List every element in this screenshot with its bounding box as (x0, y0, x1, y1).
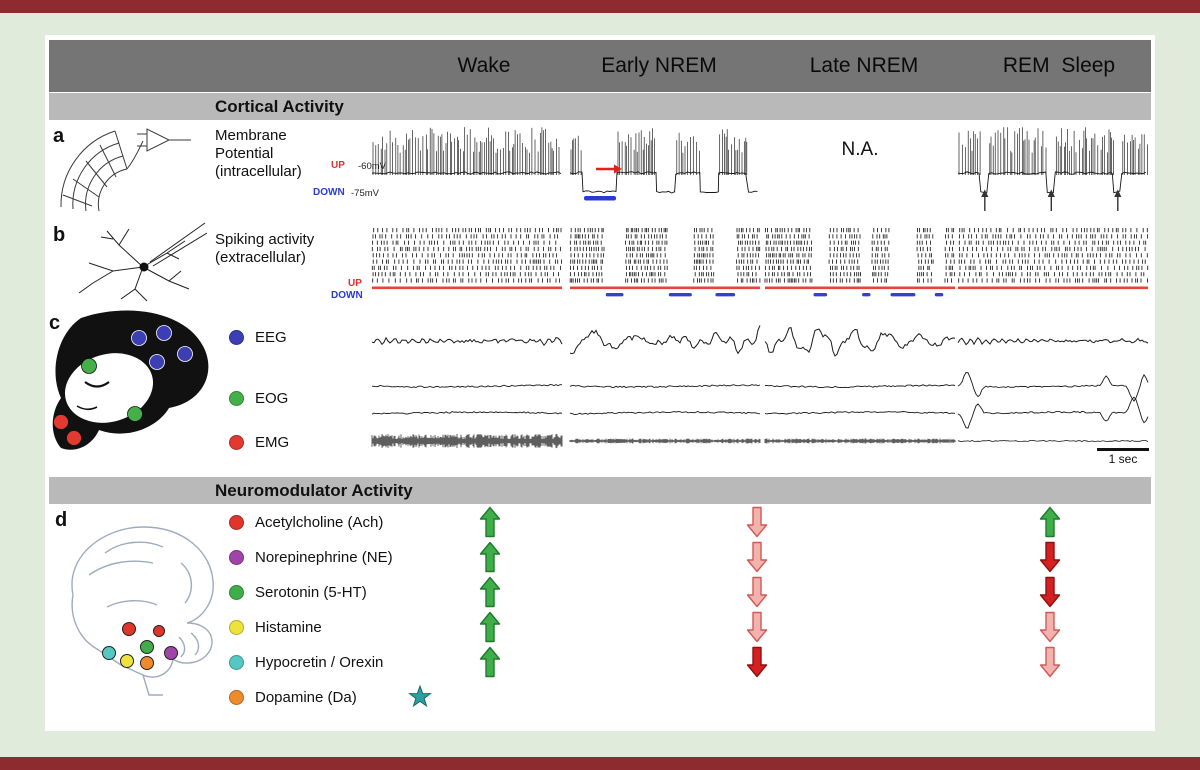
histamine-legend-row: Histamine (229, 618, 322, 636)
time-scale-bar (1097, 448, 1149, 451)
emg-electrode-dot (53, 414, 69, 430)
neuromodulator-activity-label: Neuromodulator Activity (215, 480, 413, 500)
hypocretin-legend-row: Hypocretin / Orexin (229, 653, 383, 671)
serotonin-label: Serotonin (5-HT) (255, 583, 367, 601)
down-state-label-b: DOWN (331, 290, 363, 301)
eeg-legend-row: EEG (229, 328, 287, 346)
decrease-arrow-rem-row2 (1039, 576, 1061, 608)
eeg-label: EEG (255, 328, 287, 346)
cortical-activity-label: Cortical Activity (215, 96, 344, 116)
hypocretin-label: Hypocretin / Orexin (255, 653, 384, 671)
panel-letter-c: c (49, 312, 61, 334)
stage-header-bar: Wake Early NREM Late NREM REM Sleep (49, 40, 1151, 92)
increase-arrow-rem-row0 (1039, 506, 1061, 538)
neuron-extracellular-schematic (78, 222, 207, 302)
down-state-label-a: DOWN (313, 187, 345, 198)
serotonin-dot (229, 584, 244, 600)
sleeping-face-drawing (52, 310, 209, 450)
stage-header-wake: Wake (457, 54, 511, 77)
eeg-electrode-dot (131, 330, 147, 346)
increase-arrow-wake-row1 (479, 541, 501, 573)
increase-arrow-wake-row0 (479, 506, 501, 538)
up-state-label-b: UP (348, 278, 362, 289)
membrane-potential-title: Membrane Potential (intracellular) (215, 127, 302, 180)
eog-dot (229, 390, 244, 406)
stage-header-early-nrem: Early NREM (601, 54, 717, 77)
emg-dot (229, 434, 244, 450)
serotonin-legend-row: Serotonin (5-HT) (229, 583, 367, 601)
time-scale-label: 1 sec (1108, 452, 1138, 466)
decrease-arrow-nrem-row3 (746, 611, 768, 643)
eog-label: EOG (255, 389, 289, 407)
acetylcholine-dot (229, 514, 244, 530)
dopamine-label: Dopamine (Da) (255, 688, 357, 706)
decrease-arrow-nrem-row1 (746, 541, 768, 573)
hypocretin-dot (229, 654, 244, 670)
brain-sagittal-drawing (71, 526, 214, 696)
emg-legend-row: EMG (229, 433, 289, 451)
intracellular-recording-schematic (60, 128, 191, 211)
acetylcholine-nucleus-dot (122, 622, 136, 636)
histamine-label: Histamine (255, 618, 322, 636)
increase-arrow-wake-row3 (479, 611, 501, 643)
norepinephrine-nucleus-dot (164, 646, 178, 660)
stage-header-late-nrem: Late NREM (809, 54, 919, 77)
acetylcholine-legend-row: Acetylcholine (Ach) (229, 513, 383, 531)
norepinephrine-legend-row: Norepinephrine (NE) (229, 548, 393, 566)
eeg-dot (229, 329, 244, 345)
stage-header-rem-sleep: REM Sleep (1002, 54, 1116, 77)
eog-electrode-dot (81, 358, 97, 374)
section-bar-cortical: Cortical Activity (49, 93, 1151, 120)
figure-panel: Wake Early NREM Late NREM REM Sleep Cort… (45, 35, 1155, 731)
panel-letter-b: b (53, 224, 66, 246)
decrease-arrow-nrem-row4 (746, 646, 768, 678)
histamine-nucleus-dot (120, 654, 134, 668)
decrease-arrow-nrem-row0 (746, 506, 768, 538)
spiking-activity-title: Spiking activity (extracellular) (215, 231, 315, 266)
histamine-dot (229, 619, 244, 635)
section-bar-neuromodulator: Neuromodulator Activity (49, 477, 1151, 504)
increase-arrow-wake-row2 (479, 576, 501, 608)
bottom-frame-bar (0, 757, 1200, 770)
panel-letter-d: d (55, 509, 68, 531)
serotonin-nucleus-dot (140, 640, 154, 654)
up-voltage-label: -60mV (358, 161, 386, 172)
top-frame-bar (0, 0, 1200, 13)
up-state-label-a: UP (331, 160, 345, 171)
down-voltage-label: -75mV (351, 188, 379, 199)
norepinephrine-label: Norepinephrine (NE) (255, 548, 393, 566)
decrease-arrow-rem-row1 (1039, 541, 1061, 573)
norepinephrine-dot (229, 549, 244, 565)
decrease-arrow-rem-row4 (1039, 646, 1061, 678)
decrease-arrow-nrem-row2 (746, 576, 768, 608)
increase-arrow-wake-row4 (479, 646, 501, 678)
dopamine-nucleus-dot (140, 656, 154, 670)
eog-legend-row: EOG (229, 389, 288, 407)
hypocretin-nucleus-dot (102, 646, 116, 660)
dopamine-legend-row: Dopamine (Da) (229, 685, 432, 708)
emg-label: EMG (255, 433, 290, 451)
dopamine-dot (229, 689, 244, 705)
panel-letter-a: a (53, 125, 65, 147)
acetylcholine-label: Acetylcholine (Ach) (255, 513, 384, 531)
late-nrem-na-text: N.A. (841, 139, 879, 160)
dopamine-star-icon (407, 685, 432, 708)
decrease-arrow-rem-row3 (1039, 611, 1061, 643)
